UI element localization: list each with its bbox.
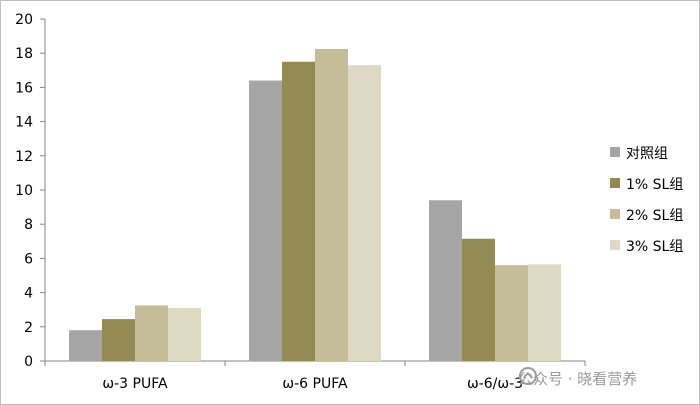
bar (495, 265, 528, 361)
wechat-official-account-icon (519, 367, 537, 385)
bar (249, 80, 282, 361)
bar (69, 330, 102, 361)
y-tick-label: 4 (24, 286, 33, 302)
legend-label: 2% SL组 (626, 208, 683, 224)
y-tick-label: 20 (15, 12, 33, 28)
y-tick-label: 16 (15, 80, 33, 96)
y-tick-label: 2 (24, 320, 33, 336)
x-category-label: ω-3 PUFA (102, 376, 168, 392)
legend-swatch (610, 240, 620, 250)
bar (429, 200, 462, 361)
bar (348, 65, 381, 362)
bar (528, 264, 561, 361)
bar (282, 61, 315, 361)
bar (135, 305, 168, 361)
bars (69, 48, 561, 362)
bar (168, 307, 201, 361)
bar (315, 48, 348, 362)
y-tick-label: 18 (15, 46, 33, 62)
y-tick-label: 0 (24, 354, 33, 370)
legend-swatch (610, 209, 620, 219)
bar (462, 238, 495, 361)
legend-label: 1% SL组 (626, 177, 683, 193)
y-tick-label: 6 (24, 251, 33, 267)
x-category-label: ω-6 PUFA (282, 376, 348, 392)
bar (102, 319, 135, 361)
y-tick-label: 14 (15, 115, 33, 131)
y-tick-label: 10 (15, 183, 33, 199)
x-axis: ω-3 PUFA ω-6 PUFA ω-6/ω-3 (44, 360, 586, 392)
watermark-text: 公众号 · 晓看营养 (518, 369, 638, 388)
legend: 对照组 1% SL组 2% SL组 3% SL组 (610, 146, 683, 255)
legend-swatch (610, 147, 620, 157)
watermark: 公众号 · 晓看营养 (518, 366, 637, 390)
legend-swatch (610, 178, 620, 188)
x-category-label: ω-6/ω-3 (467, 376, 523, 392)
y-tick-label: 8 (24, 217, 33, 233)
legend-label: 对照组 (626, 146, 668, 162)
y-tick-label: 12 (15, 149, 33, 165)
legend-label: 3% SL组 (626, 239, 683, 255)
y-axis: 0 2 4 6 8 10 12 14 16 18 20 (15, 12, 46, 370)
